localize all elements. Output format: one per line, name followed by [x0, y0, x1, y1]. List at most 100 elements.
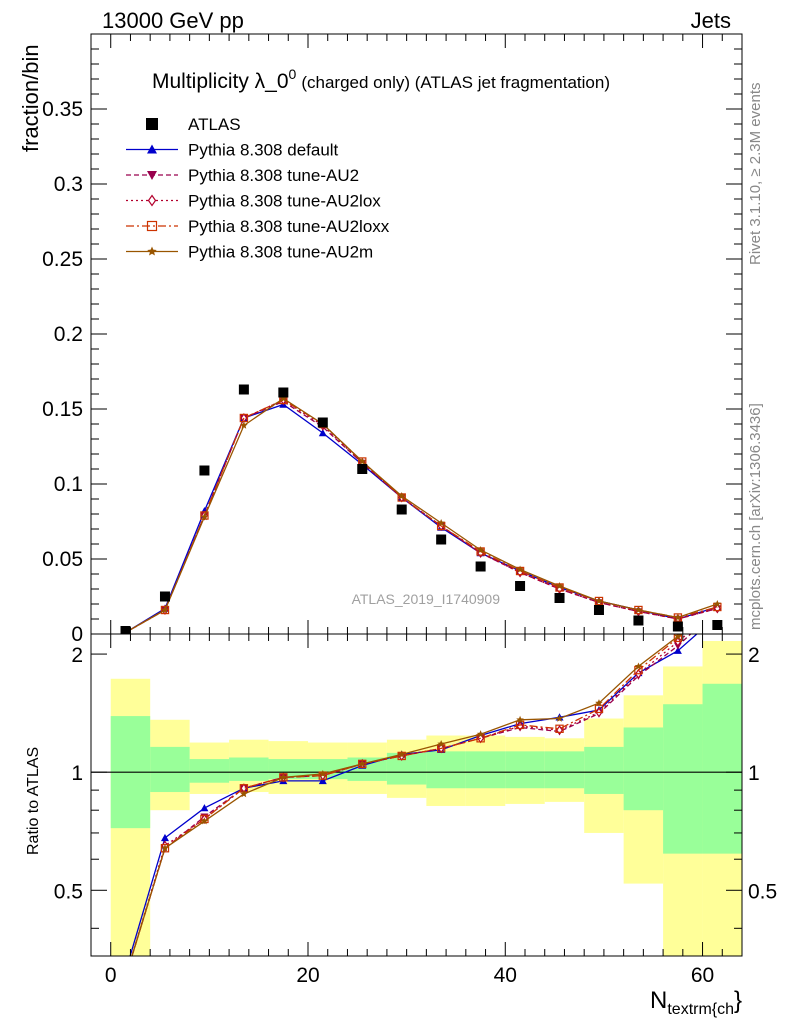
- header-right: Jets: [691, 8, 731, 33]
- series-point: [240, 421, 248, 429]
- series-point: [200, 513, 209, 521]
- band-stat: [702, 683, 742, 854]
- ratio-point: [595, 699, 603, 707]
- title-sup: 0: [289, 66, 297, 82]
- x-tick-label: 40: [494, 964, 517, 987]
- ratio-point: [555, 724, 564, 733]
- series-point: [674, 613, 682, 621]
- band-stat: [663, 704, 703, 854]
- ratio-point: [123, 973, 129, 981]
- x-label-end: }: [734, 987, 742, 1014]
- ratio-point: [437, 739, 445, 748]
- ratio-tick-label-right: 0.5: [748, 880, 777, 903]
- ratio-point: [555, 714, 564, 722]
- band-stat: [584, 746, 624, 794]
- series-point: [595, 597, 603, 605]
- y-tick-label: 0.15: [42, 398, 83, 421]
- ratio-point: [122, 974, 129, 981]
- atlas-data-point: [278, 387, 289, 398]
- legend-marker: [147, 144, 157, 154]
- series-point: [713, 600, 722, 608]
- atlas-data-point: [120, 626, 131, 634]
- x-tick-label: 0: [105, 964, 117, 987]
- series-point: [358, 457, 367, 465]
- legend-label: Pythia 8.308 tune-AU2loxx: [188, 217, 390, 236]
- legend-marker: [147, 246, 157, 256]
- ratio-y-axis-label: Ratio to ATLAS: [25, 747, 42, 855]
- legend-label: Pythia 8.308 default: [188, 141, 339, 160]
- series-point: [318, 429, 327, 437]
- legend-marker-atlas: [146, 118, 158, 130]
- ratio-tick-label-left: 0.5: [54, 880, 83, 903]
- band-stat: [150, 746, 190, 793]
- title-main: Multiplicity λ_0: [152, 70, 289, 93]
- title-rest: (charged only) (ATLAS jet fragmentation): [301, 73, 610, 92]
- ratio-point: [397, 750, 406, 758]
- series-point: [397, 492, 406, 500]
- ratio-tick-label-right: 1: [748, 762, 760, 785]
- rivet-label: Rivet 3.1.10, ≥ 2.3M events: [747, 83, 764, 266]
- x-tick-label: 60: [691, 964, 714, 987]
- ratio-tick-label-right: 2: [748, 644, 760, 667]
- ratio-point: [122, 974, 130, 981]
- series-point: [555, 582, 564, 590]
- ratio-point: [161, 844, 169, 852]
- legend-item: Pythia 8.308 tune-AU2lox: [126, 192, 381, 211]
- ratio-point: [200, 804, 209, 812]
- series-point: [279, 394, 288, 402]
- atlas-data-point: [475, 561, 486, 572]
- atlas-data-point: [593, 605, 604, 615]
- ratio-tick-label-left: 1: [71, 762, 83, 785]
- x-axis-label: Ntextrm{ch}: [650, 987, 742, 1018]
- x-tick-label: 20: [296, 964, 319, 987]
- series-line: [125, 399, 718, 634]
- ratio-point: [160, 833, 169, 842]
- legend-item: Pythia 8.308 tune-AU2loxx: [126, 217, 390, 236]
- y-axis-label: fraction/bin: [18, 44, 43, 152]
- band-stat: [544, 751, 585, 789]
- y-tick-label: 0.1: [54, 473, 83, 496]
- ratio-tick-label-left: 2: [71, 644, 83, 667]
- band-stat: [268, 759, 308, 780]
- x-label-main: N: [650, 987, 667, 1014]
- ratio-point: [122, 968, 130, 975]
- band-stat: [426, 751, 466, 789]
- ratio-point: [240, 789, 248, 798]
- legend-marker: [146, 220, 158, 232]
- ratio-point: [318, 769, 327, 778]
- chart-title: Multiplicity λ_00 (charged only) (ATLAS j…: [152, 66, 610, 93]
- band-stat: [623, 727, 664, 811]
- ratio-frame: [90, 633, 743, 957]
- band-stat: [505, 751, 545, 789]
- atlas-data-point: [357, 464, 368, 474]
- atlas-data-point: [712, 620, 723, 630]
- band-stat: [347, 757, 387, 781]
- atlas-data-point: [515, 581, 526, 591]
- ratio-line: [131, 634, 683, 956]
- legend-label: Pythia 8.308 tune-AU2lox: [188, 192, 381, 211]
- header-left: 13000 GeV pp: [102, 8, 244, 33]
- y-tick-label: 0.3: [54, 173, 83, 196]
- atlas-data-point: [396, 504, 407, 515]
- band-stat: [229, 757, 269, 781]
- y-tick-label: 0.2: [54, 323, 83, 346]
- ratio-point: [200, 817, 209, 825]
- y-tick-label: 0: [71, 623, 83, 646]
- legend-item: Pythia 8.308 tune-AU2m: [126, 243, 373, 262]
- y-tick-label: 0.05: [42, 548, 83, 571]
- legend-label: Pythia 8.308 tune-AU2: [188, 166, 359, 185]
- atlas-data-point: [159, 591, 170, 602]
- ratio-point: [476, 730, 485, 738]
- legend-marker: [147, 171, 157, 180]
- atlas-data-point: [238, 384, 249, 395]
- x-label-sub: textrm{ch: [667, 1001, 734, 1018]
- ratio-point: [674, 634, 682, 640]
- legend-marker: [147, 194, 157, 207]
- y-tick-label: 0.35: [42, 98, 83, 121]
- atlas-data-point: [436, 534, 447, 545]
- band-stat: [189, 759, 230, 783]
- ratio-point: [634, 662, 643, 670]
- ratio-point: [358, 759, 367, 768]
- ratio-point: [673, 646, 682, 654]
